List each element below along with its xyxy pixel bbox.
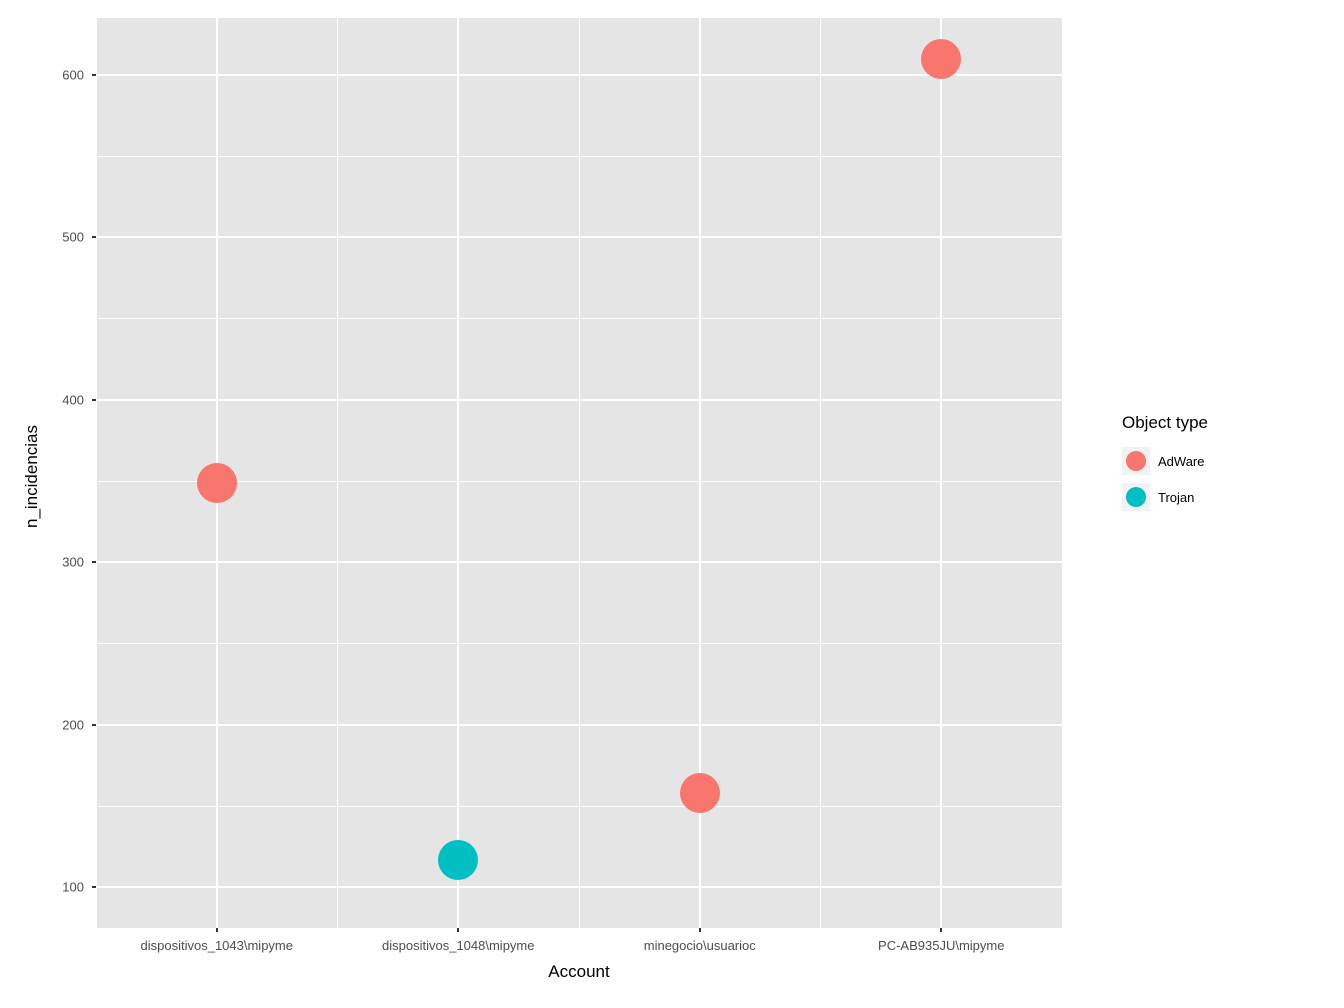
legend-item: AdWare [1122,447,1204,475]
y-tick-mark [92,74,96,76]
gridline-minor-h [96,481,1062,482]
y-tick-mark [92,561,96,563]
gridline-major-v [457,18,459,928]
gridline-major-h [96,886,1062,888]
legend-label: AdWare [1158,454,1204,469]
legend-key [1122,447,1150,475]
gridline-minor-v [1062,18,1063,928]
x-tick-label: dispositivos_1048\mipyme [382,938,534,953]
gridline-minor-h [96,643,1062,644]
legend-swatch-icon [1126,487,1146,507]
data-point [680,773,720,813]
gridline-major-v [940,18,942,928]
legend-swatch-icon [1126,451,1146,471]
y-tick-label: 500 [62,230,84,245]
legend-label: Trojan [1158,490,1194,505]
x-tick-label: PC-AB935JU\mipyme [878,938,1004,953]
legend-key [1122,483,1150,511]
data-point [197,463,237,503]
x-tick-label: minegocio\usuarioc [644,938,756,953]
gridline-minor-h [96,806,1062,807]
x-tick-mark [699,928,701,932]
legend-item: Trojan [1122,483,1194,511]
x-axis-title: Account [548,962,609,982]
gridline-major-h [96,236,1062,238]
data-point [921,39,961,79]
gridline-major-h [96,74,1062,76]
gridline-minor-v [820,18,821,928]
gridline-minor-h [96,156,1062,157]
y-tick-mark [92,886,96,888]
gridline-major-h [96,724,1062,726]
chart-container: dispositivos_1043\mipyme dispositivos_104… [0,0,1344,1008]
gridline-major-h [96,399,1062,401]
y-tick-mark [92,724,96,726]
y-tick-label: 100 [62,880,84,895]
gridline-major-h [96,561,1062,563]
y-tick-mark [92,399,96,401]
x-tick-mark [457,928,459,932]
gridline-minor-h [96,318,1062,319]
y-tick-label: 400 [62,392,84,407]
legend-title: Object type [1122,413,1208,433]
y-tick-mark [92,236,96,238]
gridline-minor-v [96,18,97,928]
x-tick-mark [940,928,942,932]
gridline-minor-v [579,18,580,928]
x-tick-label: dispositivos_1043\mipyme [141,938,293,953]
y-tick-label: 300 [62,555,84,570]
y-axis-title: n_incidencias [22,425,42,528]
y-tick-label: 600 [62,67,84,82]
gridline-minor-v [337,18,338,928]
y-tick-label: 200 [62,717,84,732]
data-point [438,840,478,880]
x-tick-mark [216,928,218,932]
